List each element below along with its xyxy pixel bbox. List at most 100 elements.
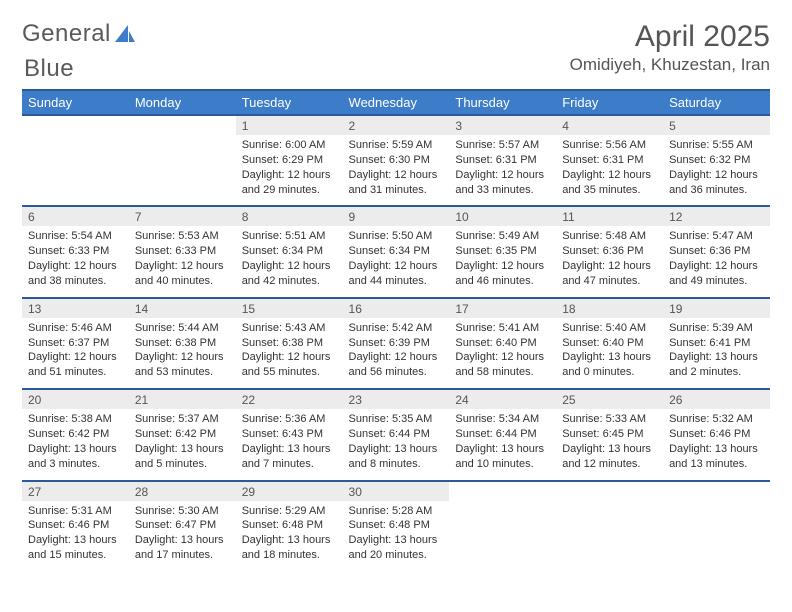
daylight-line: Daylight: 13 hours and 10 minutes. <box>455 443 544 470</box>
sunrise-line: Sunrise: 5:47 AM <box>669 230 753 242</box>
sunset-line: Sunset: 6:47 PM <box>135 519 216 531</box>
logo-sail-icon <box>115 25 135 43</box>
sunset-line: Sunset: 6:46 PM <box>669 428 750 440</box>
week-content-row: Sunrise: 6:00 AM Sunset: 6:29 PM Daylight:… <box>22 135 770 206</box>
day-content-cell: Sunrise: 5:42 AMSunset: 6:39 PMDaylight:… <box>343 318 450 389</box>
day-content-cell: Sunrise: 5:33 AMSunset: 6:45 PMDaylight:… <box>556 409 663 480</box>
daylight-line: Daylight: 13 hours and 3 minutes. <box>28 443 117 470</box>
logo: General <box>22 20 137 48</box>
day-number-cell: 17 <box>449 298 556 318</box>
daylight-line: Daylight: 12 hours and 46 minutes. <box>455 260 544 287</box>
dow-tuesday: Tuesday <box>236 90 343 115</box>
day-number-cell <box>663 481 770 501</box>
daylight-line: Daylight: 12 hours and 31 minutes. <box>349 169 438 196</box>
day-content-cell: Sunrise: 5:30 AMSunset: 6:47 PMDaylight:… <box>129 501 236 571</box>
day-number-cell: 28 <box>129 481 236 501</box>
day-content-cell: Sunrise: 5:43 AMSunset: 6:38 PMDaylight:… <box>236 318 343 389</box>
sunset-line: Sunset: 6:41 PM <box>669 337 750 349</box>
daylight-line: Daylight: 12 hours and 56 minutes. <box>349 351 438 378</box>
sunset-line: Sunset: 6:32 PM <box>669 154 750 166</box>
day-content-cell <box>449 501 556 571</box>
day-number-cell: 14 <box>129 298 236 318</box>
week-daynum-row: 12345 <box>22 115 770 135</box>
sunrise-line: Sunrise: 5:50 AM <box>349 230 433 242</box>
sunset-line: Sunset: 6:34 PM <box>242 245 323 257</box>
daylight-line: Daylight: 13 hours and 20 minutes. <box>349 534 438 561</box>
day-number-cell: 30 <box>343 481 450 501</box>
sunset-line: Sunset: 6:29 PM <box>242 154 323 166</box>
day-number-cell: 8 <box>236 206 343 226</box>
day-content-cell: Sunrise: 5:54 AMSunset: 6:33 PMDaylight:… <box>22 226 129 297</box>
sunrise-line: Sunrise: 5:44 AM <box>135 322 219 334</box>
day-content-cell: Sunrise: 5:46 AM Sunset: 6:37 PM Daylight:… <box>22 318 129 389</box>
daylight-line: Daylight: 13 hours and 8 minutes. <box>349 443 438 470</box>
daylight-line: Daylight: 12 hours and 33 minutes. <box>455 169 544 196</box>
sunset-line: Sunset: 6:38 PM <box>242 337 323 349</box>
day-content-cell: Sunrise: 5:41 AMSunset: 6:40 PMDaylight:… <box>449 318 556 389</box>
day-content-cell: Sunrise: 5:37 AMSunset: 6:42 PMDaylight:… <box>129 409 236 480</box>
day-number-cell: 16 <box>343 298 450 318</box>
daylight-line: Daylight: 12 hours and 49 minutes. <box>669 260 758 287</box>
sunrise-line: Sunrise: 5:33 AM <box>562 413 646 425</box>
sunrise-line: Sunrise: 5:51 AM <box>242 230 326 242</box>
sunrise-line: Sunrise: 6:00 AM <box>242 139 326 151</box>
sunrise-line: Sunrise: 5:35 AM <box>349 413 433 425</box>
sunrise-line: Sunrise: 5:53 AM <box>135 230 219 242</box>
day-content-cell <box>556 501 663 571</box>
sunset-line: Sunset: 6:43 PM <box>242 428 323 440</box>
day-number-cell: 13 <box>22 298 129 318</box>
day-number-cell: 20 <box>22 389 129 409</box>
day-content-cell: Sunrise: 5:48 AMSunset: 6:36 PMDaylight:… <box>556 226 663 297</box>
sunset-line: Sunset: 6:39 PM <box>349 337 430 349</box>
day-content-cell: Sunrise: 5:40 AMSunset: 6:40 PMDaylight:… <box>556 318 663 389</box>
dow-friday: Friday <box>556 90 663 115</box>
daylight-line: Daylight: 12 hours and 51 minutes. <box>28 351 117 378</box>
week-content-row: Sunrise: 5:31 AMSunset: 6:46 PMDaylight:… <box>22 501 770 571</box>
sunset-line: Sunset: 6:46 PM <box>28 519 109 531</box>
day-content-cell: Sunrise: 5:39 AM Sunset: 6:41 PM Daylight:… <box>663 318 770 389</box>
day-number-cell <box>22 115 129 135</box>
day-number-cell: 19 <box>663 298 770 318</box>
daylight-line: Daylight: 12 hours and 42 minutes. <box>242 260 331 287</box>
day-number-cell: 15 <box>236 298 343 318</box>
daylight-line: Daylight: 13 hours and 2 minutes. <box>669 351 758 378</box>
dow-monday: Monday <box>129 90 236 115</box>
day-content-cell: Sunrise: 5:57 AMSunset: 6:31 PMDaylight:… <box>449 135 556 206</box>
day-content-cell: Sunrise: 5:28 AMSunset: 6:48 PMDaylight:… <box>343 501 450 571</box>
day-content-cell: Sunrise: 5:32 AMSunset: 6:46 PMDaylight:… <box>663 409 770 480</box>
day-number-cell: 7 <box>129 206 236 226</box>
sunrise-line: Sunrise: 5:40 AM <box>562 322 646 334</box>
day-content-cell <box>22 135 129 206</box>
day-number-cell: 2 <box>343 115 450 135</box>
sunset-line: Sunset: 6:31 PM <box>562 154 643 166</box>
sunrise-line: Sunrise: 5:46 AM <box>28 322 112 334</box>
day-number-cell: 3 <box>449 115 556 135</box>
sunset-line: Sunset: 6:48 PM <box>242 519 323 531</box>
sunset-line: Sunset: 6:37 PM <box>28 337 109 349</box>
day-content-cell: Sunrise: 5:59 AMSunset: 6:30 PMDaylight:… <box>343 135 450 206</box>
sunrise-line: Sunrise: 5:48 AM <box>562 230 646 242</box>
day-content-cell: Sunrise: 6:00 AMSunset: 6:29 PMDaylight:… <box>236 135 343 206</box>
day-content-cell: Sunrise: 5:36 AMSunset: 6:43 PMDaylight:… <box>236 409 343 480</box>
week-content-row: Sunrise: 5:38 AMSunset: 6:42 PMDaylight:… <box>22 409 770 480</box>
daylight-line: Daylight: 13 hours and 7 minutes. <box>242 443 331 470</box>
sunrise-line: Sunrise: 5:30 AM <box>135 505 219 517</box>
sunrise-line: Sunrise: 5:57 AM <box>455 139 539 151</box>
day-content-cell: Sunrise: 5:53 AMSunset: 6:33 PMDaylight:… <box>129 226 236 297</box>
day-content-cell: Sunrise: 5:34 AMSunset: 6:44 PMDaylight:… <box>449 409 556 480</box>
sunrise-line: Sunrise: 5:39 AM <box>669 322 753 334</box>
sunset-line: Sunset: 6:40 PM <box>562 337 643 349</box>
day-content-cell: Sunrise: 5:51 AM Sunset: 6:34 PM Daylight:… <box>236 226 343 297</box>
sunrise-line: Sunrise: 5:34 AM <box>455 413 539 425</box>
daylight-line: Daylight: 13 hours and 5 minutes. <box>135 443 224 470</box>
dow-header-row: Sunday Monday Tuesday Wednesday Thursday… <box>22 90 770 115</box>
sunrise-line: Sunrise: 5:59 AM <box>349 139 433 151</box>
dow-wednesday: Wednesday <box>343 90 450 115</box>
sunrise-line: Sunrise: 5:55 AM <box>669 139 753 151</box>
day-number-cell: 21 <box>129 389 236 409</box>
day-number-cell: 18 <box>556 298 663 318</box>
dow-saturday: Saturday <box>663 90 770 115</box>
day-content-cell: Sunrise: 5:35 AMSunset: 6:44 PMDaylight:… <box>343 409 450 480</box>
sunrise-line: Sunrise: 5:37 AM <box>135 413 219 425</box>
sunset-line: Sunset: 6:33 PM <box>135 245 216 257</box>
